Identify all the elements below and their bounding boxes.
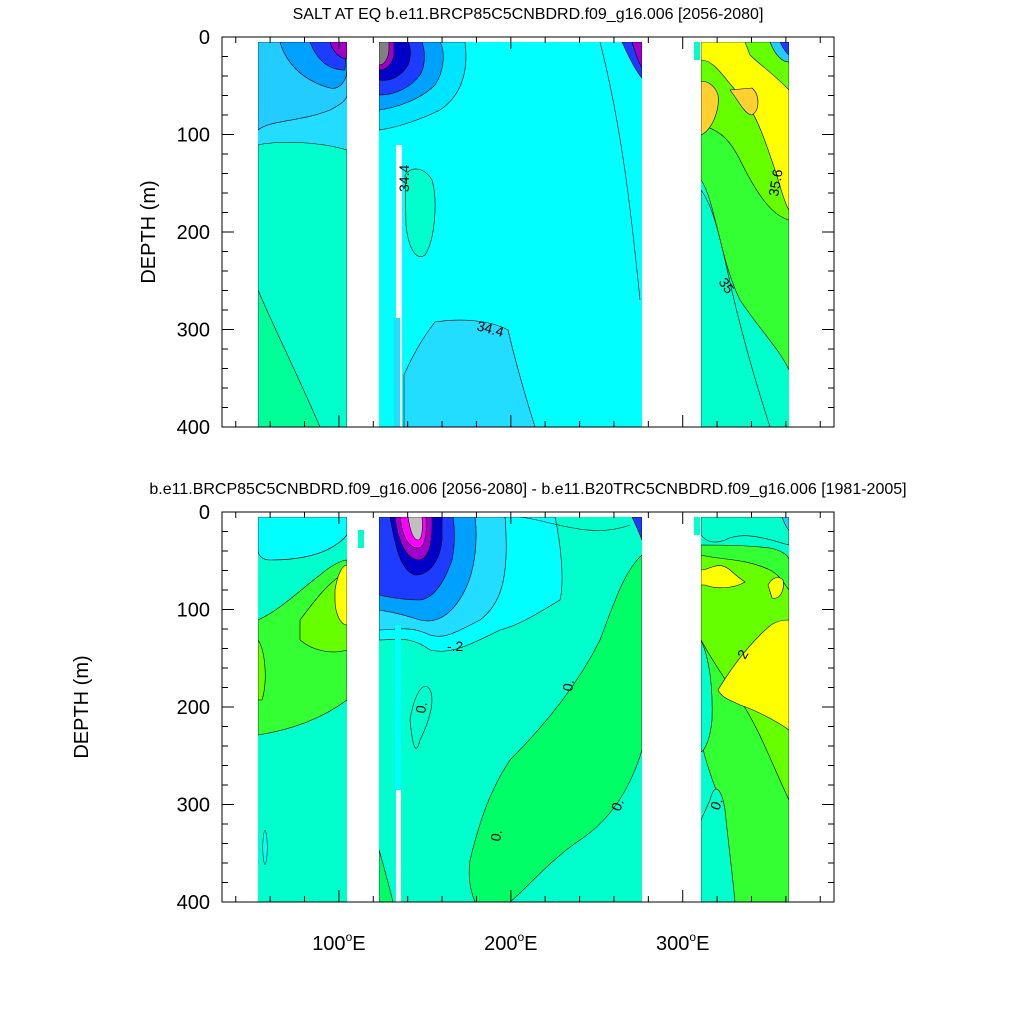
p2-atl-yellow3 — [767, 577, 784, 599]
y-tick-label: 100 — [177, 600, 210, 622]
y-tick-label: 300 — [177, 795, 210, 817]
panel-2-y-label: DEPTH (m) — [71, 655, 93, 758]
panel-1: SALT AT EQ b.e11.BRCP85C5CNBDRD.f09_g16.… — [138, 6, 835, 439]
p1-land-sliver2 — [394, 318, 400, 427]
p2-atl-mid — [700, 639, 713, 753]
y-tick-label: 400 — [177, 892, 210, 914]
p2-pac-green — [468, 554, 643, 902]
p2-land-gap-edge2 — [789, 512, 834, 902]
p1-atl-coastal — [694, 42, 700, 60]
p1-pac-blob — [404, 168, 436, 257]
p2-atl-yellow1 — [700, 565, 746, 589]
p2-land-americas — [642, 512, 701, 902]
p2-indian-coastal — [358, 530, 364, 548]
x-tick-label: 200oE — [484, 930, 537, 955]
p1-land-africa — [347, 37, 379, 427]
panel-2-title: b.e11.BRCP85C5CNBDRD.f09_g16.006 [2056-2… — [149, 481, 906, 498]
p1-pac-tongue — [403, 319, 536, 427]
p2-contour-label: 0. — [412, 700, 430, 714]
p2-land-africa — [347, 512, 379, 902]
y-tick-label: 0 — [199, 502, 210, 524]
p2-wpac-neg8 — [407, 516, 423, 541]
p1-land-gap-edge2 — [789, 37, 834, 427]
p2-contour-label: -.2 — [447, 638, 464, 654]
y-tick-label: 300 — [177, 320, 210, 342]
p2-pac-east-line — [519, 516, 631, 531]
panel-2-plot — [222, 512, 834, 902]
p2-wpac-deep — [409, 685, 433, 749]
panel-1-y-axis: 0 100 200 300 400 — [177, 27, 834, 439]
panel-1-y-label: DEPTH (m) — [138, 180, 160, 283]
p1-surface-gap — [222, 37, 834, 42]
panel-2: b.e11.BRCP85C5CNBDRD.f09_g16.006 [2056-2… — [71, 481, 907, 955]
panel-2-x-axis: 100oE 200oE 300oE — [235, 512, 821, 955]
y-tick-label: 200 — [177, 222, 210, 244]
p1-land-sliver — [396, 145, 402, 427]
p1-atl-5 — [729, 87, 759, 116]
p2-atl-coastal — [694, 517, 700, 535]
p2-contour-label: 0. — [707, 796, 726, 812]
y-tick-label: 100 — [177, 125, 210, 147]
p2-surface-gap — [222, 512, 834, 517]
p2-atl-cyan-top — [700, 516, 790, 546]
panel-2-y-axis: 0 100 200 300 400 — [177, 502, 834, 914]
p2-land-sliver — [395, 625, 401, 902]
p2-contour-label: 0. — [487, 828, 505, 842]
p2-indian-left — [257, 639, 266, 701]
p1-atl-3 — [700, 41, 790, 211]
p2-indian-top — [257, 516, 348, 561]
y-tick-label: 0 — [199, 27, 210, 49]
p2-contour-label: 0. — [608, 797, 627, 813]
panel-1-title: SALT AT EQ b.e11.BRCP85C5CNBDRD.f09_g16.… — [293, 6, 764, 23]
p1-atl-4 — [700, 81, 719, 136]
p1-contour-label: 34.4 — [475, 317, 506, 340]
p1-wpac-6 — [378, 41, 390, 66]
p2-wpac-green — [378, 849, 394, 902]
p2-contour-label: 0. — [559, 678, 577, 692]
p2-land-sliver2 — [396, 790, 401, 902]
p2-atl-deep — [700, 788, 736, 902]
panel-1-plot — [222, 37, 834, 427]
p1-land-americas — [642, 37, 701, 427]
panel-1-x-axis — [235, 37, 821, 427]
x-tick-label: 300oE — [656, 930, 709, 955]
y-tick-label: 400 — [177, 417, 210, 439]
p2-indian-dot — [262, 829, 268, 866]
p1-pac-east-line — [599, 41, 641, 301]
y-tick-label: 200 — [177, 697, 210, 719]
p1-atl-6 — [700, 189, 771, 427]
p1-contour-label: 35.6 — [765, 168, 786, 198]
x-tick-label: 100oE — [312, 930, 365, 955]
p1-contour-label: 34.4 — [396, 165, 412, 192]
